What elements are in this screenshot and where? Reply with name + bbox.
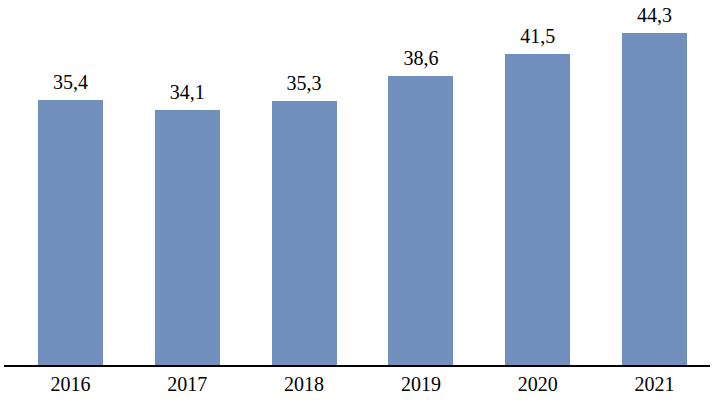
bar-value-label: 41,5 bbox=[493, 23, 583, 49]
bar bbox=[155, 110, 220, 365]
x-tick-label: 2018 bbox=[259, 371, 349, 397]
x-tick-label: 2020 bbox=[493, 371, 583, 397]
x-tick-label: 2017 bbox=[142, 371, 232, 397]
bar-chart: 35,4 2016 34,1 2017 35,3 2018 38,6 2019 41,5 2020… bbox=[0, 0, 721, 403]
bar bbox=[38, 100, 103, 365]
plot-area: 35,4 2016 34,1 2017 35,3 2018 38,6 2019 41,5 2020… bbox=[0, 0, 721, 403]
bar bbox=[622, 33, 687, 365]
bar-value-label: 35,4 bbox=[26, 69, 116, 95]
bar bbox=[388, 76, 453, 365]
bar-value-label: 38,6 bbox=[376, 45, 466, 71]
bar bbox=[272, 101, 337, 365]
x-axis-line bbox=[4, 365, 710, 367]
bar-value-label: 35,3 bbox=[259, 70, 349, 96]
x-tick-label: 2019 bbox=[376, 371, 466, 397]
x-tick-label: 2016 bbox=[26, 371, 116, 397]
bar bbox=[505, 54, 570, 365]
bar-value-label: 44,3 bbox=[610, 2, 700, 28]
bar-value-label: 34,1 bbox=[142, 79, 232, 105]
x-tick-label: 2021 bbox=[610, 371, 700, 397]
